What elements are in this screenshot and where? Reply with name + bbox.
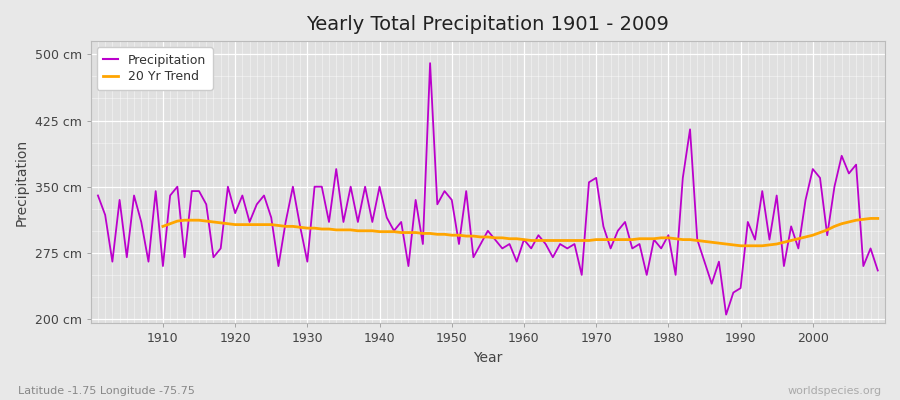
Legend: Precipitation, 20 Yr Trend: Precipitation, 20 Yr Trend (97, 47, 212, 90)
Y-axis label: Precipitation: Precipitation (15, 139, 29, 226)
Text: worldspecies.org: worldspecies.org (788, 386, 882, 396)
X-axis label: Year: Year (473, 351, 502, 365)
Text: Latitude -1.75 Longitude -75.75: Latitude -1.75 Longitude -75.75 (18, 386, 195, 396)
Title: Yearly Total Precipitation 1901 - 2009: Yearly Total Precipitation 1901 - 2009 (306, 15, 670, 34)
